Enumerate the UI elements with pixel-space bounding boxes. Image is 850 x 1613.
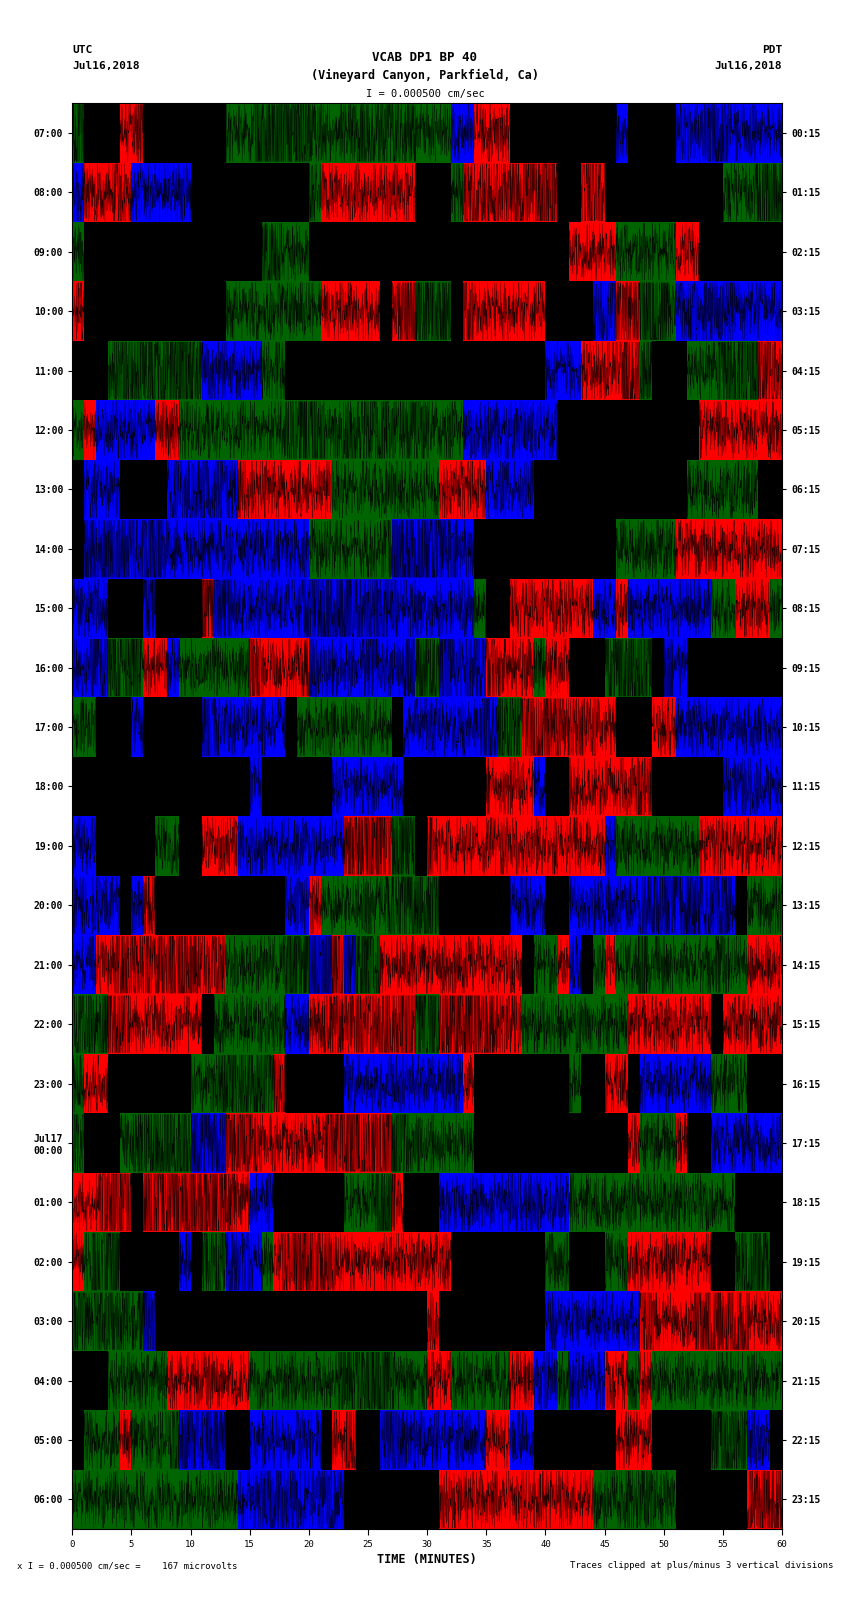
Text: I = 0.000500 cm/sec: I = 0.000500 cm/sec [366, 89, 484, 98]
Text: x I = 0.000500 cm/sec =    167 microvolts: x I = 0.000500 cm/sec = 167 microvolts [17, 1561, 237, 1571]
Text: UTC: UTC [72, 45, 93, 55]
Text: Jul16,2018: Jul16,2018 [715, 61, 782, 71]
X-axis label: TIME (MINUTES): TIME (MINUTES) [377, 1553, 477, 1566]
Text: Traces clipped at plus/minus 3 vertical divisions: Traces clipped at plus/minus 3 vertical … [570, 1561, 833, 1571]
Text: VCAB DP1 BP 40: VCAB DP1 BP 40 [372, 50, 478, 65]
Text: Jul16,2018: Jul16,2018 [72, 61, 139, 71]
Text: (Vineyard Canyon, Parkfield, Ca): (Vineyard Canyon, Parkfield, Ca) [311, 69, 539, 82]
Text: PDT: PDT [762, 45, 782, 55]
